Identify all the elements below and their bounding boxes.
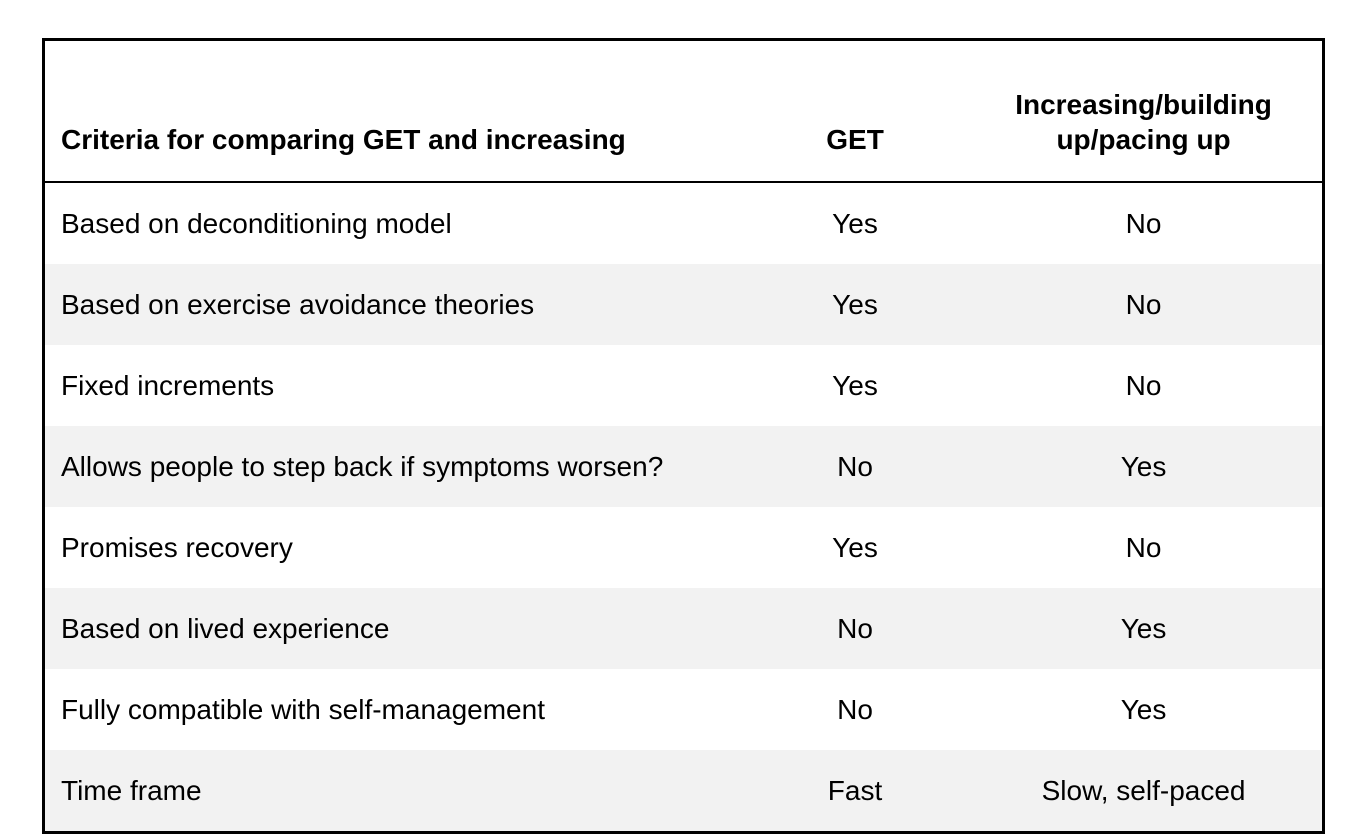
increasing-cell: No	[1125, 532, 1162, 563]
criteria-cell: Fixed increments	[61, 370, 275, 401]
increasing-cell: Slow, self-paced	[1041, 775, 1246, 806]
table-row: Fixed increments Yes No	[43, 345, 1324, 426]
criteria-cell: Promises recovery	[61, 532, 293, 563]
table-row: Promises recovery Yes No	[43, 507, 1324, 588]
table-row: Based on deconditioning model Yes No	[43, 182, 1324, 264]
criteria-cell: Allows people to step back if symptoms w…	[61, 451, 664, 482]
table-body: Based on deconditioning model Yes No Bas…	[43, 182, 1324, 833]
header-criteria: Criteria for comparing GET and increasin…	[43, 39, 745, 183]
table-header: Criteria for comparing GET and increasin…	[43, 39, 1324, 183]
get-cell: Yes	[832, 208, 878, 239]
increasing-cell: Yes	[1120, 451, 1167, 482]
get-cell: Yes	[832, 370, 878, 401]
increasing-cell: Yes	[1120, 694, 1167, 725]
table-row: Fully compatible with self-management No…	[43, 669, 1324, 750]
header-row: Criteria for comparing GET and increasin…	[43, 39, 1324, 183]
get-cell: No	[837, 613, 873, 644]
table-row: Based on lived experience No Yes	[43, 588, 1324, 669]
get-cell: Yes	[832, 289, 878, 320]
get-cell: Yes	[832, 532, 878, 563]
get-cell: No	[837, 694, 873, 725]
table-row: Time frame Fast Slow, self-paced	[43, 750, 1324, 833]
criteria-cell: Fully compatible with self-management	[61, 694, 545, 725]
increasing-cell: No	[1125, 208, 1162, 239]
get-cell: Fast	[827, 775, 883, 806]
increasing-cell: No	[1125, 370, 1162, 401]
criteria-cell: Based on lived experience	[61, 613, 390, 644]
get-cell: No	[837, 451, 873, 482]
comparison-table: Criteria for comparing GET and increasin…	[42, 38, 1325, 834]
header-get: GET	[744, 39, 966, 183]
header-increasing: Increasing/building up/pacing up	[965, 39, 1324, 183]
table-row: Based on exercise avoidance theories Yes…	[43, 264, 1324, 345]
criteria-cell: Time frame	[61, 775, 202, 806]
table-row: Allows people to step back if symptoms w…	[43, 426, 1324, 507]
criteria-cell: Based on exercise avoidance theories	[61, 289, 535, 320]
increasing-cell: Yes	[1120, 613, 1167, 644]
increasing-cell: No	[1125, 289, 1162, 320]
criteria-cell: Based on deconditioning model	[61, 208, 452, 239]
